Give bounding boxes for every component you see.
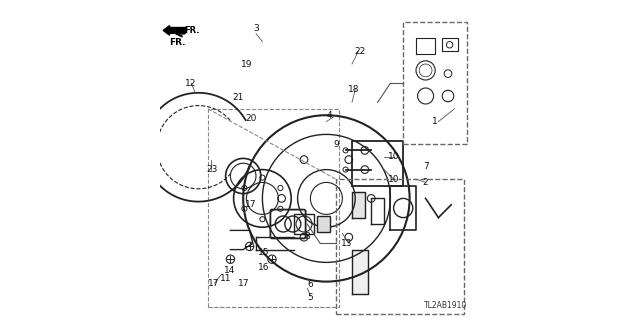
Text: 10: 10 (388, 152, 399, 161)
Text: 8: 8 (305, 232, 310, 241)
Text: 9: 9 (333, 140, 339, 148)
Bar (336, 179, 464, 314)
Text: 22: 22 (355, 47, 365, 56)
Text: 4: 4 (327, 111, 332, 120)
Text: 10: 10 (388, 175, 399, 184)
Text: 12: 12 (185, 79, 196, 88)
Text: 19: 19 (241, 60, 253, 68)
Text: 2: 2 (423, 178, 428, 187)
Text: 6: 6 (308, 280, 313, 289)
Text: FR.: FR. (184, 26, 200, 35)
Text: 16: 16 (259, 263, 269, 272)
Text: 18: 18 (348, 85, 359, 94)
Text: 17: 17 (239, 279, 250, 288)
Text: TL2AB1910: TL2AB1910 (424, 301, 467, 310)
Text: 20: 20 (245, 114, 256, 123)
Text: 17: 17 (245, 200, 256, 209)
Text: 11: 11 (220, 274, 231, 283)
Bar (294, 214, 314, 234)
Bar (317, 216, 330, 232)
Text: 23: 23 (207, 165, 218, 174)
Text: 17: 17 (208, 279, 220, 288)
Text: 14: 14 (224, 266, 236, 275)
FancyArrow shape (163, 26, 186, 35)
Text: 15: 15 (259, 248, 269, 257)
Text: 1: 1 (433, 117, 438, 126)
Text: 7: 7 (423, 162, 428, 171)
Text: 5: 5 (308, 293, 313, 302)
Text: 3: 3 (253, 24, 259, 33)
Text: 13: 13 (342, 239, 353, 248)
Bar (403, 22, 467, 144)
Text: 21: 21 (232, 93, 243, 102)
Text: FR.: FR. (170, 38, 186, 47)
